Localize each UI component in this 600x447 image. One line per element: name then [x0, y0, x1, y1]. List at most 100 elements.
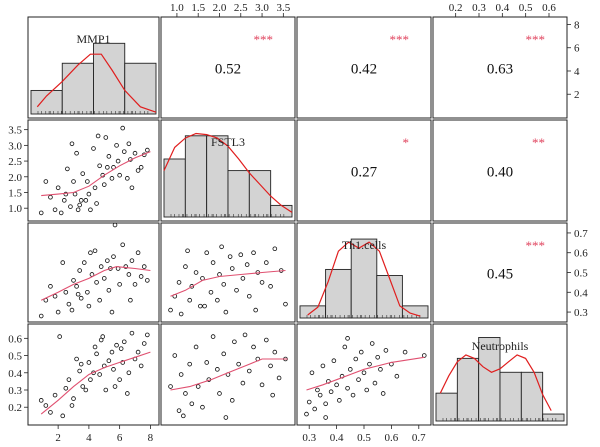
y-tick-label: 0.2: [8, 402, 22, 414]
scatter-point: [101, 182, 107, 187]
y-axis-left-fstl3: 1.0 1.5 2.0 2.5 3.0 3.5: [8, 125, 28, 215]
scatter-point: [202, 303, 207, 309]
scatter-point: [94, 201, 99, 206]
scatter-point: [238, 252, 244, 257]
scatter-point: [246, 368, 252, 374]
scatter-point: [97, 372, 102, 377]
y-tick-label: 0.3: [574, 307, 588, 319]
y-tick-label: 2.5: [8, 156, 22, 168]
histogram-bar: [542, 413, 565, 422]
x-tick-label: 1.5: [191, 2, 205, 14]
scatter-point: [193, 270, 199, 275]
scatter-point: [135, 168, 141, 173]
x-tick-label: 0.3: [472, 2, 486, 14]
significance-stars: **: [532, 135, 545, 150]
scatter-point: [172, 353, 178, 358]
y-tick-label: 0.4: [8, 368, 22, 380]
scatter-point: [176, 280, 182, 285]
scatter-point: [57, 334, 62, 339]
scatter-point: [264, 337, 269, 343]
scatter-point: [132, 282, 138, 287]
scatter-point: [138, 274, 144, 279]
scatter-point: [334, 382, 339, 388]
scatter-point: [193, 344, 199, 350]
scatter-point: [345, 336, 350, 341]
scatter-point: [77, 268, 82, 273]
scatter-point: [126, 141, 132, 147]
scatter-panel-neutrophils-vs-mmp1: [38, 330, 151, 419]
scatter-point: [268, 363, 273, 369]
scatter-point: [109, 349, 115, 355]
histogram-bar: [376, 275, 403, 319]
scatter-point: [259, 382, 265, 388]
scatter-point: [337, 398, 342, 403]
scatter-point: [69, 141, 75, 147]
scatter-point: [98, 337, 104, 343]
correlation-value: 0.42: [351, 62, 377, 78]
scatter-point: [272, 349, 278, 355]
scatter-point: [77, 368, 82, 374]
significance-stars: ***: [526, 32, 546, 47]
scatter-point: [323, 415, 328, 420]
scatter-point: [358, 349, 364, 355]
scatter-point: [229, 266, 235, 271]
scatter-point: [208, 289, 214, 295]
trend-line: [41, 151, 151, 197]
panel-frame-r2-c1: [160, 222, 296, 323]
scatter-point: [126, 370, 132, 376]
scatter-point: [215, 367, 220, 372]
scatter-point: [364, 387, 370, 393]
scatter-point: [117, 377, 122, 382]
scatter-point: [251, 250, 256, 256]
trend-line: [40, 351, 151, 415]
scatter-point: [372, 380, 378, 386]
x-tick-label: 0.6: [385, 432, 399, 444]
density-line: [439, 354, 552, 411]
scatter-point: [121, 149, 127, 154]
panel-frame-r0-c1: [160, 16, 296, 119]
panel-frame-r3-c0: [27, 323, 160, 426]
scatter-point: [378, 367, 383, 372]
scatter-point: [120, 125, 126, 131]
scatter-point: [283, 301, 288, 307]
scatter-point: [331, 358, 337, 364]
scatter-point: [317, 392, 323, 398]
scatter-point: [328, 389, 334, 395]
scatter-point: [176, 408, 182, 413]
scatter-point: [123, 264, 129, 269]
scatter-point: [105, 258, 110, 263]
y-tick-label: 0.5: [574, 268, 588, 280]
variable-label: MMP1: [76, 32, 110, 46]
scatter-point: [217, 391, 222, 396]
scatter-point: [221, 282, 227, 287]
x-tick-label: 0.5: [357, 432, 371, 444]
scatter-point: [125, 391, 130, 396]
x-tick-label: 2.0: [213, 2, 227, 14]
scatter-point: [210, 334, 216, 339]
scatter-point: [111, 367, 116, 372]
scatter-point: [375, 354, 380, 360]
scatter-point: [86, 360, 92, 365]
scatter-point: [48, 410, 53, 415]
scatter-point: [85, 289, 90, 295]
scatter-point: [98, 264, 104, 269]
scatter-point: [304, 411, 309, 417]
panel-frame-r0-c0: [27, 16, 160, 119]
y-tick-label: 0.3: [8, 385, 22, 397]
scatter-point: [320, 363, 326, 369]
scatter-point: [80, 171, 86, 176]
y-tick-label: 3.0: [8, 140, 22, 152]
x-tick-label: 8: [148, 432, 154, 444]
y-axis-right-mmp1: 2 4 6 8: [567, 19, 580, 101]
scatter-point: [71, 278, 76, 283]
scatter-point: [145, 278, 150, 283]
x-axis-top-neutrophils: 0.2 0.3 0.4 0.5 0.6: [449, 2, 556, 17]
scatter-point: [63, 191, 69, 197]
histogram-bar: [124, 62, 157, 115]
scatter-point: [232, 339, 237, 345]
scatter-point: [69, 307, 75, 313]
scatter-point: [421, 353, 427, 358]
variable-label: Th1.cells: [342, 238, 387, 252]
trend-line: [170, 269, 286, 297]
scatter-point: [356, 377, 361, 382]
